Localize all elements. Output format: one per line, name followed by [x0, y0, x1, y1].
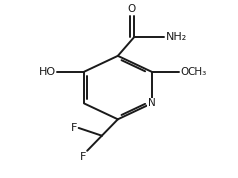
- Text: F: F: [71, 123, 77, 133]
- Text: CH₃: CH₃: [187, 67, 206, 77]
- Text: F: F: [79, 152, 86, 162]
- Text: NH₂: NH₂: [166, 32, 187, 43]
- Text: HO: HO: [39, 67, 56, 77]
- Text: O: O: [128, 4, 136, 14]
- Text: O: O: [180, 67, 189, 77]
- Text: N: N: [148, 98, 155, 108]
